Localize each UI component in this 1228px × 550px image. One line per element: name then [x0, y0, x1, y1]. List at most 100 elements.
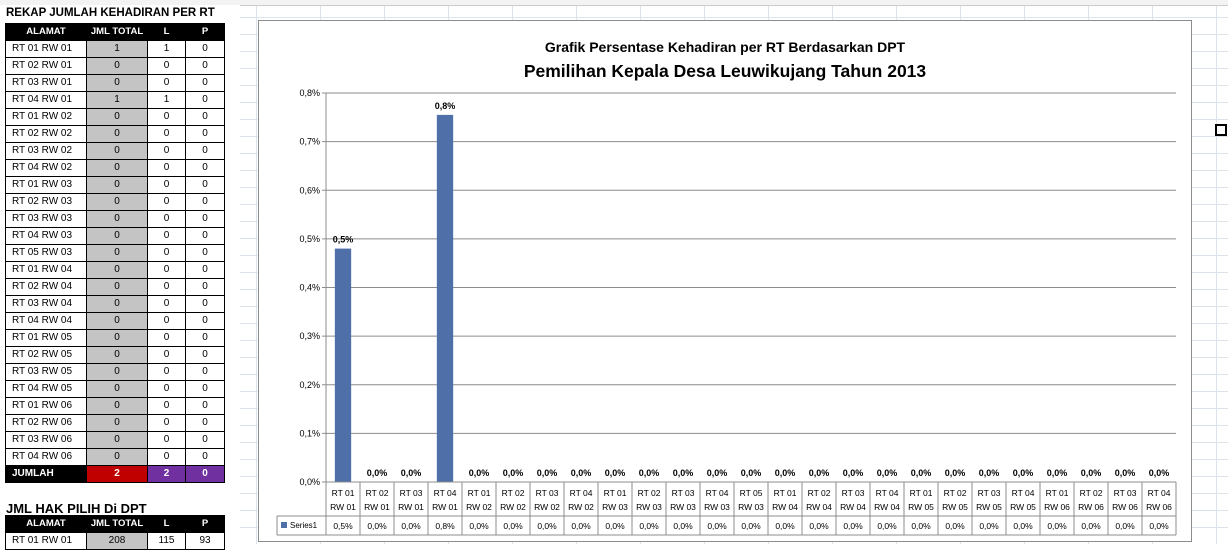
- jml-total-cell[interactable]: 0: [86, 278, 148, 296]
- p-cell[interactable]: 0: [185, 159, 225, 177]
- l-cell[interactable]: 0: [147, 193, 186, 211]
- jml-total-cell[interactable]: 0: [86, 329, 148, 347]
- jumlah-p-cell[interactable]: 0: [185, 465, 225, 483]
- header-jml-total[interactable]: JML TOTAL: [86, 23, 148, 41]
- alamat-cell[interactable]: RT 01 RW 05: [5, 329, 87, 347]
- l-cell[interactable]: 0: [147, 261, 186, 279]
- jml-total-cell[interactable]: 0: [86, 193, 148, 211]
- p-cell[interactable]: 0: [185, 210, 225, 228]
- alamat-cell[interactable]: RT 03 RW 06: [5, 431, 87, 449]
- p-cell[interactable]: 0: [185, 312, 225, 330]
- jml-total-cell[interactable]: 0: [86, 261, 148, 279]
- alamat-cell[interactable]: RT 04 RW 02: [5, 159, 87, 177]
- jml-total-cell[interactable]: 0: [86, 414, 148, 432]
- l-cell[interactable]: 115: [147, 532, 186, 550]
- p-cell[interactable]: 0: [185, 363, 225, 381]
- p-cell[interactable]: 0: [185, 448, 225, 466]
- alamat-cell[interactable]: RT 04 RW 06: [5, 448, 87, 466]
- alamat-cell[interactable]: RT 03 RW 01: [5, 74, 87, 92]
- p-cell[interactable]: 0: [185, 431, 225, 449]
- alamat-cell[interactable]: RT 02 RW 02: [5, 125, 87, 143]
- p-cell[interactable]: 0: [185, 108, 225, 126]
- p-cell[interactable]: 0: [185, 125, 225, 143]
- p-cell[interactable]: 93: [185, 532, 225, 550]
- alamat-cell[interactable]: RT 03 RW 02: [5, 142, 87, 160]
- l-cell[interactable]: 1: [147, 40, 186, 58]
- p-cell[interactable]: 0: [185, 346, 225, 364]
- p-cell[interactable]: 0: [185, 414, 225, 432]
- p-cell[interactable]: 0: [185, 397, 225, 415]
- l-cell[interactable]: 0: [147, 431, 186, 449]
- jumlah-total-cell[interactable]: 2: [86, 465, 148, 483]
- alamat-cell[interactable]: RT 03 RW 05: [5, 363, 87, 381]
- l-cell[interactable]: 0: [147, 329, 186, 347]
- jml-total-cell[interactable]: 208: [86, 532, 148, 550]
- jml-total-cell[interactable]: 0: [86, 312, 148, 330]
- jml-total-cell[interactable]: 0: [86, 57, 148, 75]
- p-cell[interactable]: 0: [185, 244, 225, 262]
- jml-total-cell[interactable]: 0: [86, 380, 148, 398]
- l-cell[interactable]: 1: [147, 91, 186, 109]
- l-cell[interactable]: 0: [147, 295, 186, 313]
- alamat-cell[interactable]: RT 01 RW 03: [5, 176, 87, 194]
- p-cell[interactable]: 0: [185, 261, 225, 279]
- selection-handle-icon[interactable]: [1215, 124, 1227, 136]
- jml-total-cell[interactable]: 0: [86, 125, 148, 143]
- p-cell[interactable]: 0: [185, 227, 225, 245]
- l-cell[interactable]: 0: [147, 278, 186, 296]
- l-cell[interactable]: 0: [147, 176, 186, 194]
- l-cell[interactable]: 0: [147, 159, 186, 177]
- alamat-cell[interactable]: RT 01 RW 01: [5, 40, 87, 58]
- p-cell[interactable]: 0: [185, 278, 225, 296]
- jml-total-cell[interactable]: 0: [86, 210, 148, 228]
- jml-total-cell[interactable]: 0: [86, 244, 148, 262]
- jml-total-cell[interactable]: 0: [86, 159, 148, 177]
- p-cell[interactable]: 0: [185, 74, 225, 92]
- jumlah-label[interactable]: JUMLAH: [5, 465, 87, 483]
- header-alamat[interactable]: ALAMAT: [5, 23, 87, 41]
- p-cell[interactable]: 0: [185, 295, 225, 313]
- l-cell[interactable]: 0: [147, 74, 186, 92]
- l-cell[interactable]: 0: [147, 210, 186, 228]
- alamat-cell[interactable]: RT 01 RW 02: [5, 108, 87, 126]
- jml-total-cell[interactable]: 1: [86, 40, 148, 58]
- l-cell[interactable]: 0: [147, 142, 186, 160]
- chart-area[interactable]: Grafik Persentase Kehadiran per RT Berda…: [258, 20, 1192, 542]
- alamat-cell[interactable]: RT 02 RW 04: [5, 278, 87, 296]
- header-p[interactable]: P: [185, 23, 225, 41]
- l-cell[interactable]: 0: [147, 312, 186, 330]
- dpt-header-jml-total[interactable]: JML TOTAL: [86, 515, 148, 533]
- alamat-cell[interactable]: RT 02 RW 03: [5, 193, 87, 211]
- jml-total-cell[interactable]: 0: [86, 176, 148, 194]
- alamat-cell[interactable]: RT 04 RW 01: [5, 91, 87, 109]
- alamat-cell[interactable]: RT 04 RW 03: [5, 227, 87, 245]
- l-cell[interactable]: 0: [147, 397, 186, 415]
- jml-total-cell[interactable]: 0: [86, 431, 148, 449]
- p-cell[interactable]: 0: [185, 193, 225, 211]
- jml-total-cell[interactable]: 0: [86, 108, 148, 126]
- l-cell[interactable]: 0: [147, 125, 186, 143]
- jml-total-cell[interactable]: 1: [86, 91, 148, 109]
- jml-total-cell[interactable]: 0: [86, 227, 148, 245]
- p-cell[interactable]: 0: [185, 176, 225, 194]
- jml-total-cell[interactable]: 0: [86, 397, 148, 415]
- jml-total-cell[interactable]: 0: [86, 142, 148, 160]
- bar[interactable]: [334, 248, 352, 482]
- alamat-cell[interactable]: RT 03 RW 03: [5, 210, 87, 228]
- alamat-cell[interactable]: RT 02 RW 01: [5, 57, 87, 75]
- l-cell[interactable]: 0: [147, 108, 186, 126]
- l-cell[interactable]: 0: [147, 380, 186, 398]
- jml-total-cell[interactable]: 0: [86, 295, 148, 313]
- p-cell[interactable]: 0: [185, 380, 225, 398]
- l-cell[interactable]: 0: [147, 363, 186, 381]
- jml-total-cell[interactable]: 0: [86, 74, 148, 92]
- alamat-cell[interactable]: RT 02 RW 05: [5, 346, 87, 364]
- jumlah-l-cell[interactable]: 2: [147, 465, 186, 483]
- l-cell[interactable]: 0: [147, 57, 186, 75]
- l-cell[interactable]: 0: [147, 346, 186, 364]
- dpt-header-l[interactable]: L: [147, 515, 186, 533]
- p-cell[interactable]: 0: [185, 91, 225, 109]
- alamat-cell[interactable]: RT 04 RW 05: [5, 380, 87, 398]
- header-l[interactable]: L: [147, 23, 186, 41]
- alamat-cell[interactable]: RT 02 RW 06: [5, 414, 87, 432]
